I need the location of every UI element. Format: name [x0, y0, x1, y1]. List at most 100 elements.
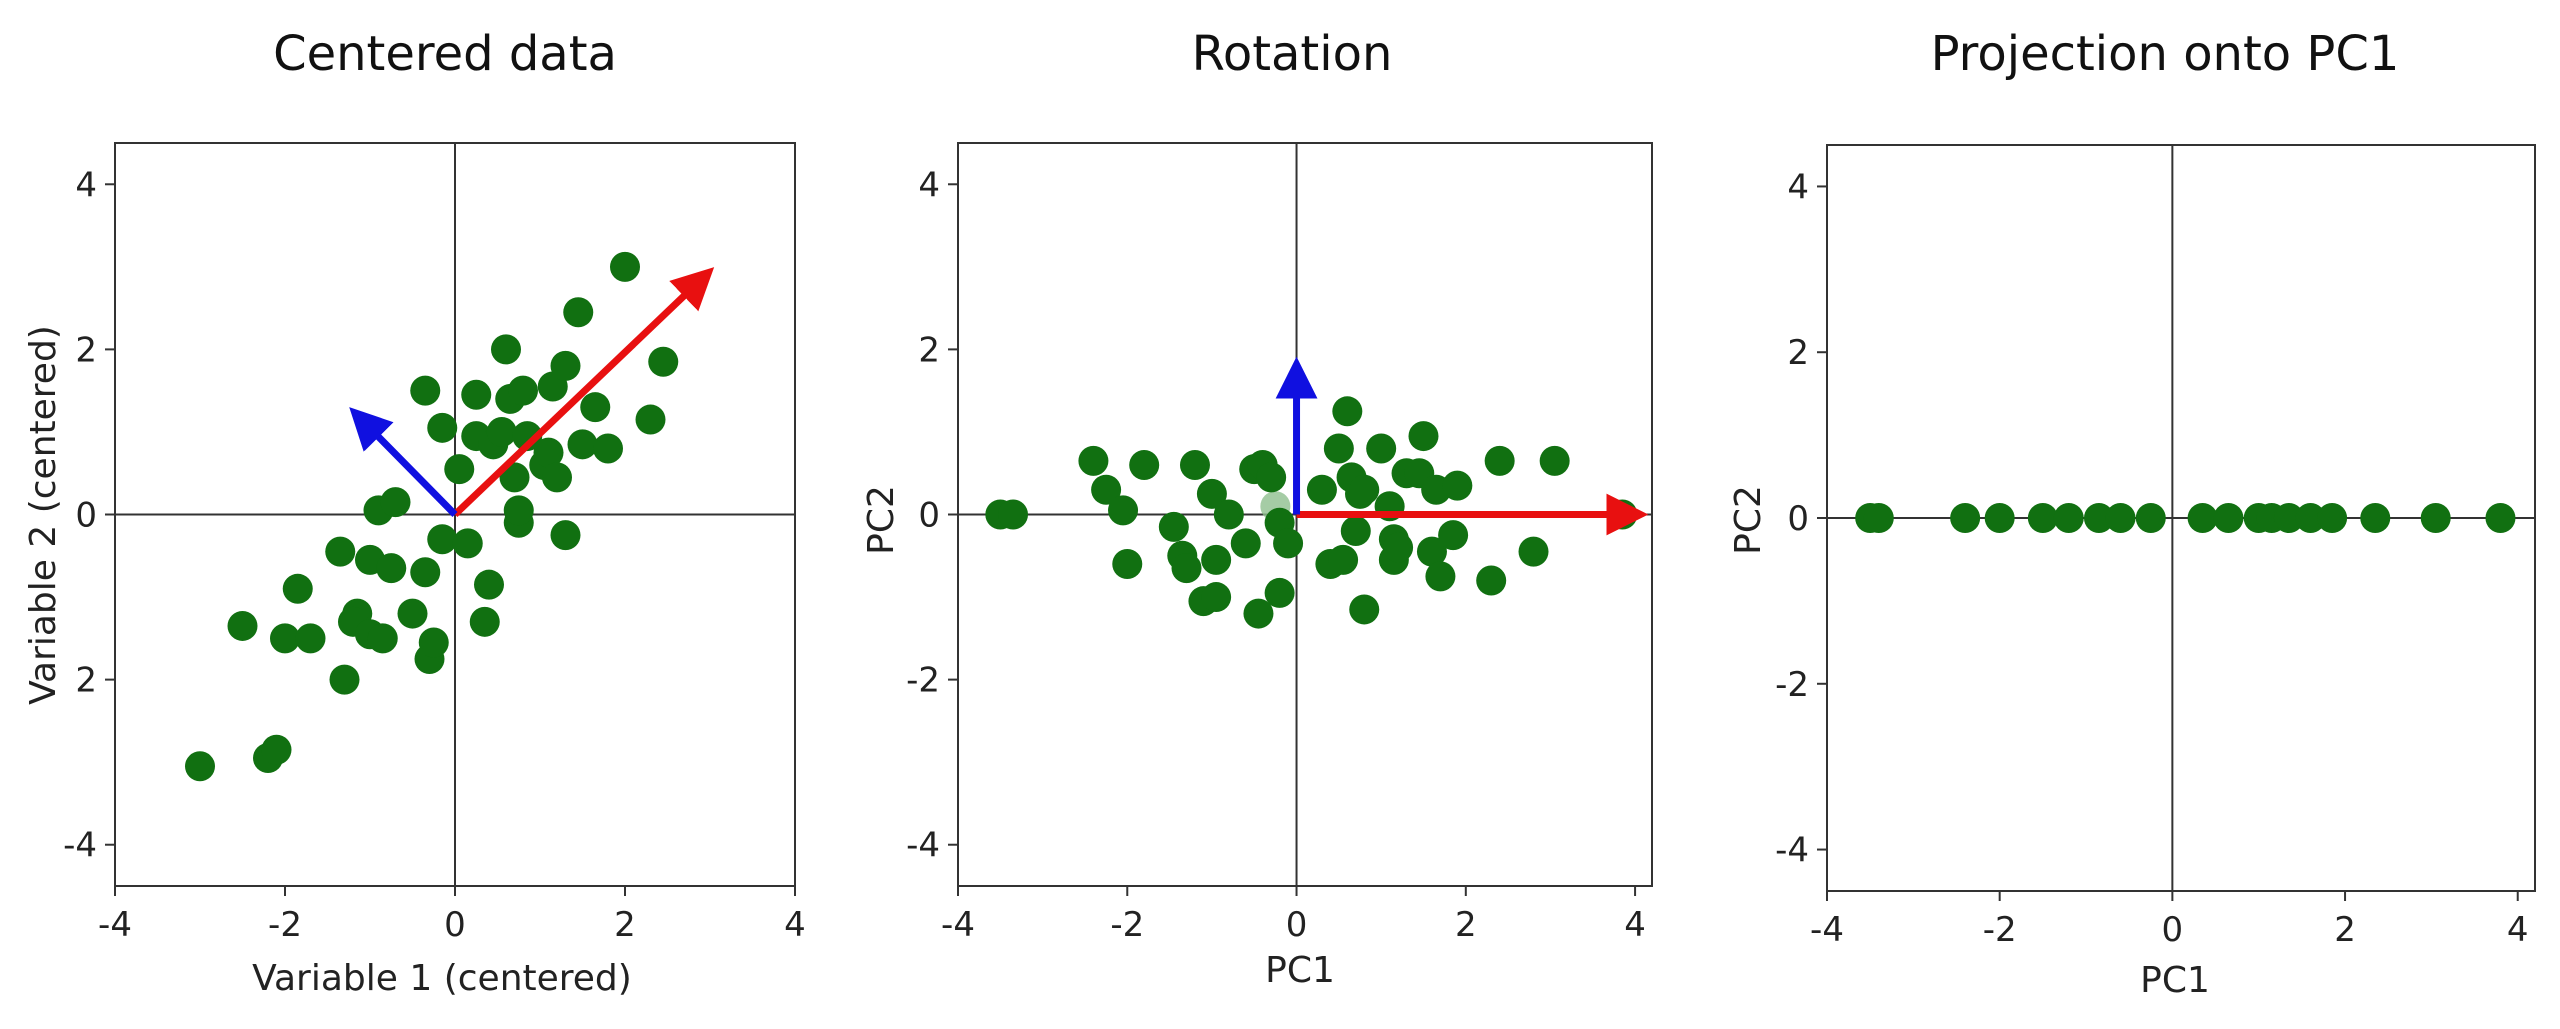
data-point — [1201, 544, 1232, 575]
data-point — [227, 610, 258, 641]
data-point — [499, 462, 530, 493]
data-point — [1438, 520, 1469, 551]
data-point — [2273, 503, 2304, 533]
data-point — [512, 421, 543, 452]
data-point — [542, 462, 572, 493]
data-point — [1332, 396, 1363, 427]
data-point — [2187, 503, 2218, 533]
y-tick-label: 2 — [918, 330, 940, 370]
plot-area: -4 -2 0 2 4 4 2 0 2 -4 — [63, 142, 806, 945]
y-tick-label: 2 — [75, 661, 97, 701]
x-tick-label: 0 — [2162, 910, 2184, 950]
data-point — [1328, 544, 1359, 575]
plot-area: -4 -2 0 2 4 4 2 0 -2 -4 — [906, 142, 1653, 945]
data-point — [329, 664, 360, 695]
data-point — [2420, 503, 2451, 533]
data-point — [2083, 503, 2114, 533]
x-tick-label: 2 — [614, 905, 636, 945]
data-point — [1349, 474, 1380, 505]
x-tick-label: 4 — [1624, 905, 1646, 945]
x-tick-label: 4 — [2507, 910, 2529, 950]
data-point — [1984, 503, 2015, 533]
y-axis-label: PC2 — [1728, 485, 1769, 555]
y-tick-label: 2 — [75, 330, 97, 370]
y-tick-label: 0 — [1787, 499, 1809, 539]
data-point — [1273, 528, 1304, 559]
data-point — [563, 297, 594, 328]
x-tick-label: 0 — [444, 905, 466, 945]
y-tick-label: -4 — [63, 826, 97, 866]
data-point — [1518, 536, 1549, 567]
data-point — [1256, 462, 1287, 493]
x-tick-label: 2 — [2334, 910, 2356, 950]
data-point — [648, 346, 679, 377]
data-point — [2135, 503, 2166, 533]
data-point — [461, 379, 492, 410]
data-point — [2105, 503, 2136, 533]
x-tick-label: -4 — [941, 905, 975, 945]
data-point — [1366, 433, 1397, 464]
data-point — [474, 569, 504, 600]
data-point — [1108, 495, 1139, 526]
data-point — [2213, 503, 2244, 533]
y-tick-label: 4 — [918, 165, 940, 205]
x-axis-label: Variable 1 (centered) — [252, 958, 632, 999]
data-point — [593, 433, 623, 464]
x-tick-label: -4 — [1810, 910, 1844, 950]
data-point — [550, 520, 581, 551]
data-point — [1340, 516, 1371, 547]
data-point — [261, 734, 292, 765]
data-point — [998, 499, 1029, 530]
data-point — [1408, 421, 1439, 452]
data-point — [1201, 582, 1232, 613]
data-point — [452, 528, 483, 559]
y-tick-label: 4 — [75, 165, 97, 205]
data-point — [1476, 565, 1507, 596]
y-tick-label: 2 — [1787, 333, 1809, 373]
data-point — [486, 416, 517, 447]
pc1-vector-arrow — [452, 267, 715, 518]
chart-title: Rotation — [1192, 26, 1393, 82]
y-axis-label: Variable 2 (centered) — [23, 325, 64, 705]
data-point — [1091, 474, 1122, 505]
x-tick-label: -4 — [98, 905, 132, 945]
chart-title: Centered data — [273, 26, 617, 82]
data-point — [1129, 449, 1160, 480]
data-point — [295, 623, 326, 654]
x-axis-label: PC1 — [2140, 960, 2210, 1001]
data-point — [367, 623, 398, 654]
y-tick-label: -2 — [1775, 665, 1809, 705]
data-point — [580, 392, 611, 423]
data-point — [2317, 503, 2348, 533]
data-point — [1078, 445, 1109, 476]
data-point — [418, 627, 449, 658]
x-tick-label: 0 — [1286, 905, 1308, 945]
data-point — [1306, 474, 1337, 505]
data-point — [1950, 503, 1981, 533]
data-point — [397, 598, 428, 629]
x-tick-label: -2 — [1983, 910, 2017, 950]
data-point — [550, 350, 581, 381]
data-point — [427, 412, 458, 443]
data-point — [1349, 594, 1380, 625]
x-tick-label: 2 — [1455, 905, 1477, 945]
data-point — [635, 404, 666, 435]
pc2-vector-arrow — [349, 407, 458, 517]
data-point — [185, 751, 215, 782]
panel-projection: Projection onto PC1 PC1 PC2 -4 -2 0 2 4 4 2 0 -2… — [1728, 26, 2536, 1001]
data-point — [1171, 553, 1202, 584]
data-point — [1442, 470, 1473, 501]
data-point — [503, 495, 534, 526]
data-point — [1484, 445, 1515, 476]
y-tick-label: 0 — [918, 496, 940, 536]
panel-rotation: Rotation PC1 PC2 -4 -2 0 2 4 4 2 0 -2 -4 — [861, 26, 1653, 991]
data-point — [1196, 478, 1227, 509]
data-point — [1179, 449, 1210, 480]
y-tick-label: -2 — [906, 661, 940, 701]
data-point — [325, 536, 356, 567]
data-point — [2360, 503, 2391, 533]
data-point — [533, 437, 564, 468]
data-point — [567, 429, 598, 460]
data-point — [410, 557, 441, 588]
